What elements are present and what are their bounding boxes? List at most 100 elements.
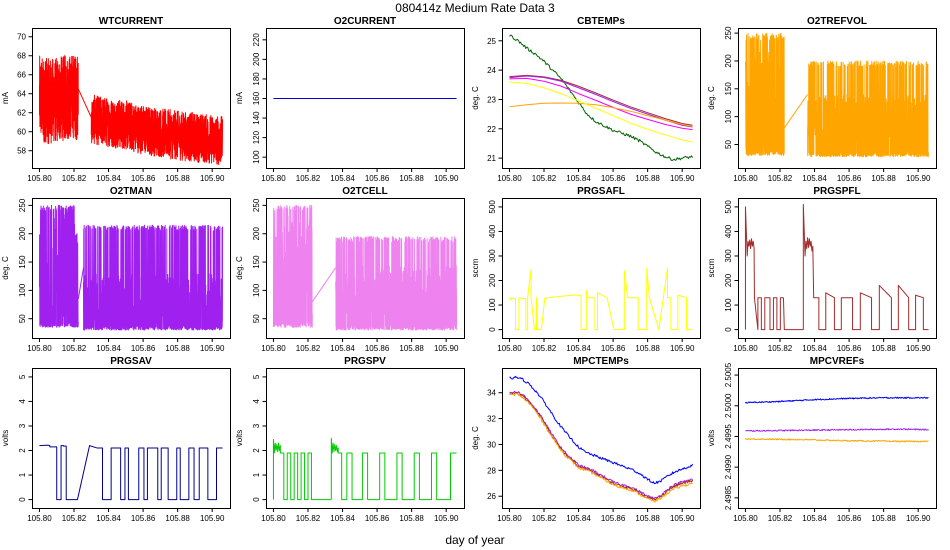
- series-line-wtcurrent-wtcurrent-2: [90, 94, 224, 165]
- x-tick-label: 105.82: [62, 174, 87, 183]
- panel-prgspfl: PRGSPFL sccm 105.80 105.82 105.84 105.86 105.8…: [707, 186, 937, 353]
- series-group-wtcurrent: [38, 55, 224, 165]
- y-tick-label: 1: [252, 472, 261, 477]
- series-line-mpcvrefs-purple-0: [745, 428, 929, 432]
- series-line-prgspfl-prgspfl-1: [782, 297, 804, 331]
- x-tick-label: 105.86: [601, 344, 626, 353]
- x-tick-label: 105.86: [131, 174, 156, 183]
- series-line-wtcurrent-wtcurrent-1: [77, 88, 92, 118]
- x-tick-label: 105.80: [733, 514, 758, 523]
- series-line-o2tcell-o2tcell-1: [311, 267, 337, 302]
- y-axis-label-o2current: mA: [235, 91, 244, 104]
- x-tick-label: 105.82: [296, 514, 321, 523]
- y-tick-label: 250: [724, 26, 733, 40]
- y-tick-label: 100: [724, 298, 733, 312]
- y-tick-label: 150: [252, 255, 261, 269]
- y-tick-label: 1: [18, 472, 27, 477]
- y-tick-label: 100: [252, 150, 261, 164]
- series-group-mpcvrefs: [745, 396, 929, 443]
- y-tick-label: 160: [252, 91, 261, 105]
- x-tick-label: 105.88: [635, 514, 660, 523]
- x-tick-label: 105.82: [532, 174, 557, 183]
- series-line-o2tcell-o2tcell-0: [272, 204, 313, 328]
- plot-frame-o2tman: [32, 198, 231, 339]
- x-tick-label: 105.84: [330, 174, 355, 183]
- y-axis-label-prgsafl: sccm: [471, 258, 480, 277]
- y-axis-label-prgspfl: sccm: [707, 258, 716, 277]
- x-tick-label: 105.88: [399, 514, 424, 523]
- y-tick-label: 150: [724, 82, 733, 96]
- y-tick-label: 0: [488, 327, 497, 332]
- series-line-o2trefvol-o2trefvol-0: [744, 32, 785, 157]
- x-tick-label: 105.86: [837, 344, 862, 353]
- series-line-o2tcell-o2tcell-2: [335, 236, 458, 331]
- series-line-prgsav-prgsav-0: [39, 444, 223, 501]
- panel-title-o2tman: O2TMAN: [110, 186, 152, 197]
- series-line-prgspv-prgspv-0: [272, 438, 332, 501]
- y-tick-label: 2.4990: [724, 454, 733, 479]
- series-group-mpctemps: [509, 375, 694, 503]
- y-tick-label: 200: [488, 273, 497, 287]
- series-line-mpctemps-purple-0: [509, 390, 693, 501]
- y-tick-label: 180: [252, 72, 261, 86]
- x-tick-label: 105.80: [261, 344, 286, 353]
- panel-prgspv: PRGSPV volts 105.80 105.82 105.84 105.86 105.8…: [235, 356, 465, 523]
- y-tick-label: 0: [252, 497, 261, 502]
- series-line-o2tman-o2tman-2: [83, 224, 224, 331]
- plot-frame-o2trefvol: [738, 28, 937, 169]
- figure-title: 080414z Medium Rate Data 3: [395, 1, 555, 15]
- x-tick-label: 105.86: [365, 344, 390, 353]
- panel-mpctemps: MPCTEMPs deg. C 105.80 105.82 105.84 105.86 10…: [471, 356, 701, 523]
- x-tick-label: 105.82: [768, 514, 793, 523]
- series-line-o2trefvol-o2trefvol-2: [807, 60, 930, 158]
- y-tick-label: 200: [252, 227, 261, 241]
- series-line-prgsafl-prgsafl-0: [509, 268, 548, 331]
- x-tick-label: 105.80: [733, 344, 758, 353]
- x-tick-label: 105.82: [62, 514, 87, 523]
- x-tick-label: 105.82: [62, 344, 87, 353]
- panel-title-prgspv: PRGSPV: [344, 356, 386, 367]
- plot-frame-mpctemps: [502, 368, 701, 509]
- y-tick-label: 2.4995: [724, 424, 733, 449]
- y-tick-label: 150: [18, 255, 27, 269]
- panel-title-mpctemps: MPCTEMPs: [573, 356, 629, 367]
- series-line-mpctemps-orange-0: [509, 392, 693, 503]
- y-tick-label: 30: [487, 440, 496, 449]
- x-tick-label: 105.84: [566, 344, 591, 353]
- y-tick-label: 100: [724, 109, 733, 123]
- y-axis-label-prgspv: volts: [235, 430, 244, 446]
- x-tick-label: 105.86: [365, 514, 390, 523]
- series-group-prgsafl: [509, 267, 693, 331]
- y-tick-label: 2.4985: [724, 485, 733, 510]
- x-tick-label: 105.84: [566, 514, 591, 523]
- series-group-prgspfl: [744, 203, 929, 331]
- x-tick-label: 105.86: [837, 174, 862, 183]
- panel-title-mpcvrefs: MPCVREFs: [810, 356, 865, 367]
- x-tick-label: 105.82: [296, 174, 321, 183]
- y-axis-label-mpcvrefs: volts: [707, 430, 716, 446]
- y-tick-label: 100: [488, 298, 497, 312]
- x-tick-label: 105.88: [635, 174, 660, 183]
- x-tick-label: 105.82: [296, 344, 321, 353]
- x-tick-label: 105.86: [601, 174, 626, 183]
- x-tick-label: 105.86: [131, 344, 156, 353]
- y-tick-label: 50: [18, 314, 27, 323]
- x-tick-label: 105.88: [871, 344, 896, 353]
- y-axis-label-o2trefvol: deg. C: [707, 86, 716, 110]
- y-tick-label: 100: [252, 283, 261, 297]
- panel-title-o2current: O2CURRENT: [334, 16, 396, 27]
- x-tick-label: 105.82: [532, 514, 557, 523]
- x-tick-label: 105.80: [27, 174, 52, 183]
- y-tick-label: 100: [18, 283, 27, 297]
- x-tick-label: 105.90: [200, 514, 225, 523]
- y-tick-label: 5: [18, 374, 27, 379]
- panel-o2trefvol: O2TREFVOL deg. C 105.80 105.82 105.84 105.86 1…: [707, 16, 937, 183]
- y-tick-label: 21: [487, 154, 496, 163]
- y-tick-label: 68: [17, 52, 26, 61]
- plot-frame-prgspfl: [738, 198, 937, 339]
- x-tick-label: 105.80: [497, 344, 522, 353]
- x-tick-label: 105.80: [497, 514, 522, 523]
- y-tick-label: 300: [724, 249, 733, 263]
- y-tick-label: 400: [724, 224, 733, 238]
